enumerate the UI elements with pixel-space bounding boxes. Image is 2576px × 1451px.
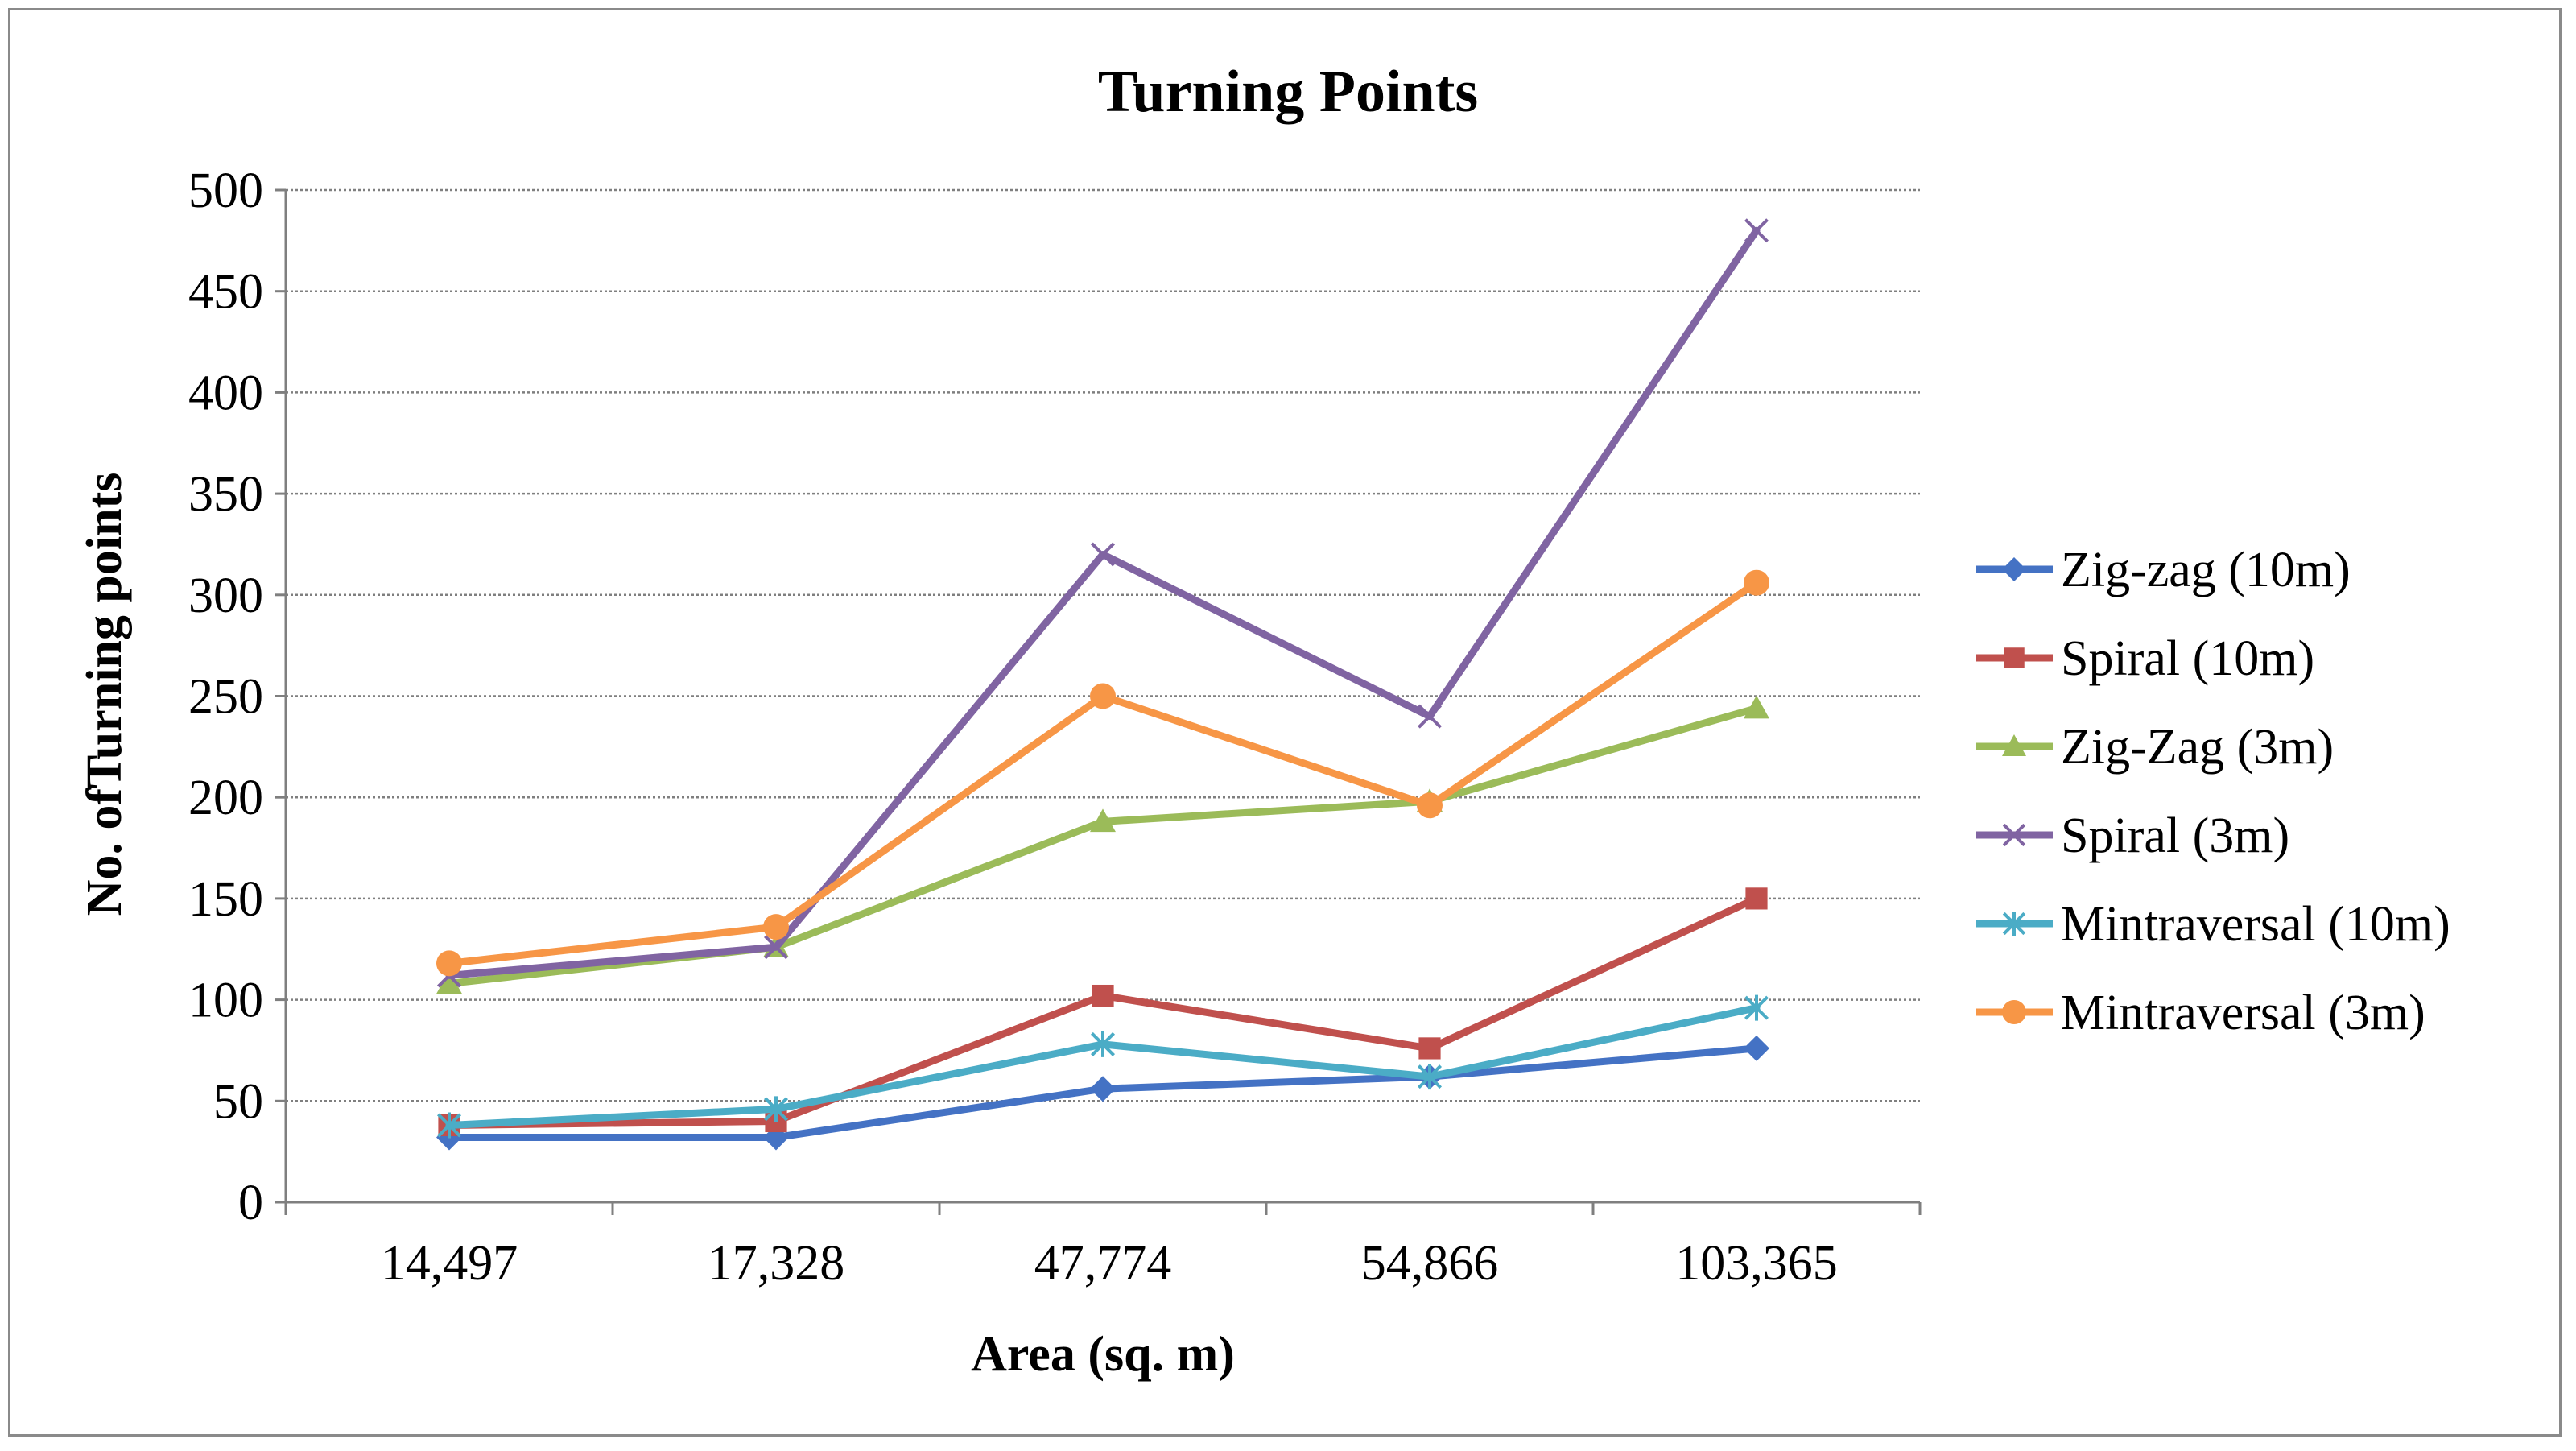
data-point: [1744, 695, 1769, 719]
x-tick-label: 14,497: [381, 1236, 518, 1291]
axes: [275, 188, 1922, 1215]
y-tick-label: 150: [188, 872, 263, 927]
data-point: [1090, 808, 1116, 833]
data-point: [2002, 1000, 2026, 1024]
legend-item: Mintraversal (3m): [1976, 986, 2425, 1040]
data-point: [763, 1096, 789, 1122]
data-point: [436, 950, 462, 977]
series-layer: [436, 218, 1769, 1151]
legend-label: Spiral (3m): [2061, 808, 2289, 863]
legend-item: Spiral (3m): [1976, 808, 2289, 863]
data-point: [1744, 569, 1769, 596]
data-point: [1090, 542, 1116, 567]
legend-label: Zig-zag (10m): [2061, 543, 2351, 597]
data-point: [2002, 734, 2026, 756]
data-point: [1744, 218, 1769, 243]
legend-label: Mintraversal (3m): [2061, 986, 2425, 1040]
data-point: [1417, 792, 1443, 819]
series-zig-zag-3m: [436, 695, 1769, 994]
data-point: [1745, 887, 1768, 910]
data-point: [1090, 1031, 1116, 1057]
data-point: [1417, 704, 1443, 729]
series-line: [445, 579, 1761, 967]
legend-item: Zig-Zag (3m): [1976, 720, 2334, 775]
data-point: [1744, 994, 1769, 1021]
x-tick-label: 17,328: [708, 1236, 845, 1291]
data-point: [1090, 1076, 1116, 1102]
series-mintraversal-10m: [436, 994, 1769, 1139]
legend-label: Spiral (10m): [2061, 631, 2314, 686]
legend-item: Zig-zag (10m): [1976, 543, 2351, 597]
data-point: [436, 970, 462, 994]
y-tick-label: 200: [188, 771, 263, 825]
x-tick-label: 47,774: [1034, 1236, 1172, 1291]
data-point: [436, 1112, 462, 1139]
y-tick-label: 450: [188, 265, 263, 320]
chart-frame: [8, 8, 2562, 1437]
y-tick-label: 250: [188, 670, 263, 725]
y-tick-label: 350: [188, 467, 263, 522]
y-tick-label: 400: [188, 366, 263, 420]
data-point: [1417, 1064, 1443, 1090]
y-tick-label: 50: [213, 1074, 263, 1129]
data-point: [2002, 823, 2026, 847]
legend-item: Mintraversal (10m): [1976, 897, 2450, 952]
legend-label: Zig-Zag (3m): [2061, 720, 2334, 775]
data-point: [1092, 984, 1114, 1007]
data-point: [1090, 683, 1116, 709]
data-point: [763, 914, 789, 940]
gridlines: [286, 188, 1920, 1102]
chart-title: Turning Points: [1098, 59, 1478, 125]
y-axis-title: No. ofTurning points: [77, 473, 132, 916]
y-tick-label: 100: [188, 974, 263, 1028]
y-tick-label: 500: [188, 163, 263, 218]
y-tick-labels: 0 50 100 150 200 250 300 350 400 450 500: [188, 163, 263, 1230]
series-line: [445, 226, 1761, 979]
y-tick-label: 0: [238, 1176, 263, 1230]
data-point: [2004, 647, 2025, 668]
x-tick-label: 54,866: [1361, 1236, 1499, 1291]
x-axis-title: Area (sq. m): [971, 1327, 1235, 1382]
series-spiral-3m: [436, 218, 1769, 988]
legend-label: Mintraversal (10m): [2061, 897, 2450, 952]
x-tick-labels: 14,497 17,328 47,774 54,866 103,365: [381, 1236, 1838, 1291]
data-point: [2002, 912, 2026, 936]
data-point: [1744, 1035, 1769, 1061]
y-tick-label: 300: [188, 568, 263, 623]
x-tick-label: 103,365: [1675, 1236, 1838, 1291]
data-point: [2002, 557, 2026, 581]
legend: Zig-zag (10m) Spiral (10m) Zig-Zag (3m) Spi…: [1976, 543, 2450, 1040]
legend-item: Spiral (10m): [1976, 631, 2314, 686]
data-point: [1418, 1037, 1441, 1060]
data-point: [763, 935, 789, 960]
series-mintraversal-3m: [436, 569, 1769, 977]
